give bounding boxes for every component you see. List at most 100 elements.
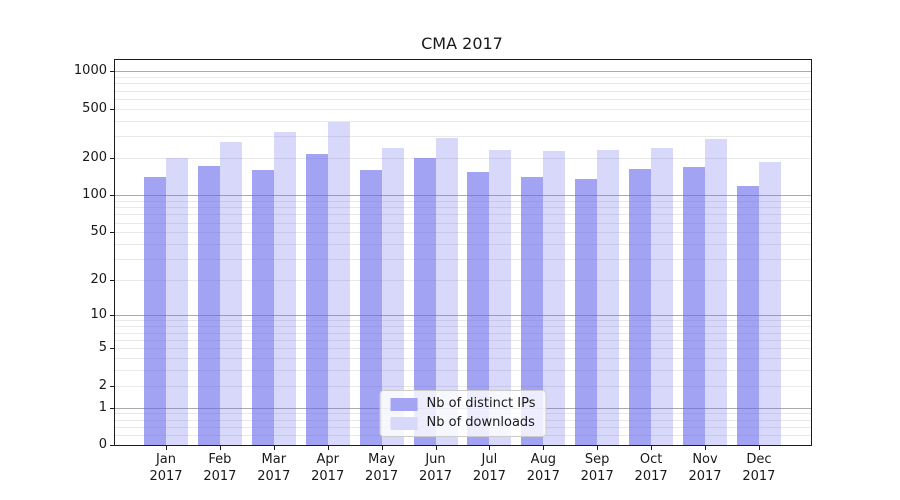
gridline-minor <box>115 326 811 328</box>
gridline-minor <box>115 385 811 387</box>
y-tick-50 <box>110 232 114 234</box>
bar-nb-of-downloads-jun <box>435 138 458 445</box>
x-tick-sep <box>597 446 599 450</box>
chart-title: CMA 2017 <box>421 34 503 53</box>
x-tick-label-aug: Aug 2017 <box>526 452 560 484</box>
y-tick-label-500: 500 <box>82 100 107 116</box>
gridline-minor <box>115 108 811 110</box>
gridline-minor <box>115 90 811 92</box>
x-tick-apr <box>327 446 329 450</box>
x-tick-label-feb: Feb 2017 <box>203 452 237 484</box>
bar-nb-of-distinct-ips-may <box>359 169 382 445</box>
x-tick-label-mar: Mar 2017 <box>257 452 291 484</box>
gridline-minor <box>115 370 811 371</box>
bar-nb-of-distinct-ips-oct <box>629 169 652 445</box>
bar-nb-of-downloads-may <box>381 148 404 445</box>
bar-nb-of-downloads-jan <box>166 158 188 445</box>
gridline-minor <box>115 136 811 138</box>
y-tick-0 <box>110 445 114 446</box>
x-tick-label-may: May 2017 <box>365 452 399 484</box>
gridline-minor <box>115 244 811 246</box>
gridline-minor <box>115 98 811 100</box>
gridline-minor <box>115 280 811 282</box>
gridline-major <box>115 315 811 317</box>
y-tick-label-100: 100 <box>82 187 107 203</box>
y-tick-1 <box>110 407 114 409</box>
y-tick-10 <box>110 315 114 317</box>
gridline-minor <box>115 222 811 224</box>
x-tick-dec <box>758 446 760 450</box>
gridline-minor <box>115 83 811 85</box>
x-tick-label-nov: Nov 2017 <box>688 452 722 484</box>
bar-nb-of-distinct-ips-mar <box>251 169 274 445</box>
gridline-minor <box>115 158 811 160</box>
gridline-minor <box>115 259 811 261</box>
bar-nb-of-distinct-ips-jun <box>413 158 436 445</box>
x-tick-may <box>381 446 383 450</box>
x-tick-label-apr: Apr 2017 <box>311 452 345 484</box>
x-tick-jul <box>489 446 491 450</box>
bar-nb-of-downloads-feb <box>219 142 242 445</box>
bar-nb-of-distinct-ips-nov <box>683 166 705 445</box>
bar-nb-of-downloads-dec <box>758 162 781 445</box>
gridline-minor <box>115 320 811 322</box>
gridline-minor <box>115 232 811 234</box>
legend-swatch-downloads <box>390 416 418 430</box>
gridline-minor <box>115 77 811 78</box>
gridline-minor <box>115 214 811 216</box>
legend: Nb of distinct IPs Nb of downloads <box>379 390 547 437</box>
legend-swatch-distinct-ips <box>390 397 418 411</box>
bar-nb-of-downloads-oct <box>651 148 674 445</box>
x-tick-jun <box>435 446 437 450</box>
y-tick-label-20: 20 <box>90 272 107 288</box>
bar-nb-of-downloads-nov <box>705 139 727 445</box>
legend-item-distinct-ips: Nb of distinct IPs <box>390 396 536 412</box>
y-tick-20 <box>110 280 114 282</box>
x-tick-aug <box>543 446 545 450</box>
x-tick-label-sep: Sep 2017 <box>580 452 614 484</box>
y-tick-label-2: 2 <box>98 377 107 393</box>
x-tick-label-jun: Jun 2017 <box>418 452 453 484</box>
bar-nb-of-downloads-apr <box>327 122 350 445</box>
gridline-major <box>115 195 811 197</box>
x-tick-label-dec: Dec 2017 <box>742 452 776 484</box>
x-tick-mar <box>273 446 275 450</box>
y-tick-label-5: 5 <box>98 340 107 356</box>
gridline-minor <box>115 357 811 359</box>
x-tick-oct <box>651 446 653 450</box>
x-tick-label-jul: Jul 2017 <box>472 452 506 484</box>
x-tick-label-jan: Jan 2017 <box>149 452 183 484</box>
gridline-minor <box>115 201 811 202</box>
bar-nb-of-distinct-ips-aug <box>521 176 544 445</box>
y-tick-label-0: 0 <box>98 437 107 452</box>
bar-nb-of-distinct-ips-sep <box>575 178 598 445</box>
legend-label-downloads: Nb of downloads <box>426 415 535 430</box>
y-tick-200 <box>110 158 114 160</box>
gridline-minor <box>115 120 811 122</box>
y-tick-500 <box>110 108 114 110</box>
y-tick-label-50: 50 <box>90 224 107 240</box>
y-tick-label-1: 1 <box>98 399 107 415</box>
gridline-major <box>115 71 811 73</box>
legend-label-distinct-ips: Nb of distinct IPs <box>426 396 536 411</box>
bar-nb-of-downloads-sep <box>597 149 620 445</box>
y-tick-100 <box>110 195 114 197</box>
bar-nb-of-downloads-mar <box>273 132 296 445</box>
x-tick-jan <box>166 446 167 450</box>
y-tick-2 <box>110 385 114 387</box>
gridline-minor <box>115 207 811 209</box>
plot-area: Jan 2017 Feb 2017 Mar 2017 Apr 2017 May 2017… <box>74 59 812 484</box>
bar-nb-of-distinct-ips-dec <box>736 185 759 445</box>
y-tick-label-200: 200 <box>82 150 107 166</box>
bar-nb-of-distinct-ips-jul <box>467 171 490 445</box>
bar-nb-of-downloads-jul <box>489 149 512 445</box>
y-tick-label-10: 10 <box>90 307 107 323</box>
x-tick-feb <box>219 446 221 450</box>
bar-nb-of-distinct-ips-apr <box>305 153 328 445</box>
x-tick-nov <box>705 446 706 450</box>
bar-nb-of-downloads-aug <box>543 151 566 445</box>
bar-nb-of-distinct-ips-jan <box>144 177 166 445</box>
bar-nb-of-distinct-ips-feb <box>197 166 220 445</box>
gridline-minor <box>115 339 811 341</box>
